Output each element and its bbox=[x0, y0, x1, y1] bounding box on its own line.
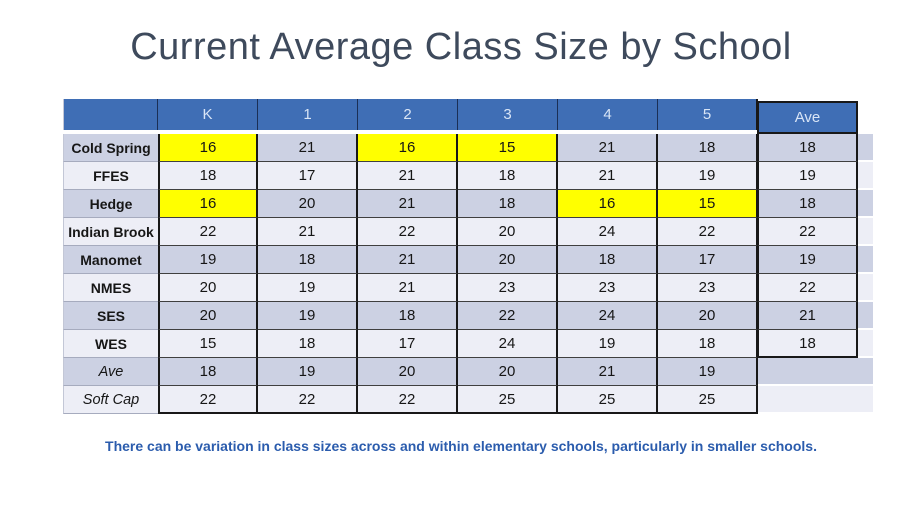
data-cell: 21 bbox=[558, 134, 658, 162]
table-grid: K 1 2 3 4 5 Cold Spring 16 21 16 15 21 18 FFES 18 17 21 1… bbox=[63, 99, 873, 414]
row-label: Indian Brook bbox=[63, 218, 158, 246]
data-cell: 22 bbox=[158, 386, 258, 414]
data-cell: 21 bbox=[358, 246, 458, 274]
data-cell: 22 bbox=[358, 218, 458, 246]
data-cell: 15 bbox=[458, 134, 558, 162]
data-cell: 18 bbox=[358, 302, 458, 330]
ave-base-cell bbox=[758, 358, 873, 386]
data-cell: 18 bbox=[158, 162, 258, 190]
data-cell: 15 bbox=[158, 330, 258, 358]
ave-value-cell: 18 bbox=[757, 134, 858, 162]
ave-value-cell: 18 bbox=[757, 190, 858, 218]
ave-value-cell: 21 bbox=[757, 302, 858, 330]
data-cell: 23 bbox=[658, 274, 758, 302]
data-cell: 18 bbox=[458, 190, 558, 218]
data-cell: 19 bbox=[558, 330, 658, 358]
data-cell: 19 bbox=[658, 162, 758, 190]
data-cell: 21 bbox=[358, 274, 458, 302]
data-cell: 20 bbox=[658, 302, 758, 330]
header-cell-1: 1 bbox=[258, 99, 358, 130]
data-cell: 20 bbox=[458, 358, 558, 386]
data-cell: 18 bbox=[158, 358, 258, 386]
data-cell: 19 bbox=[158, 246, 258, 274]
row-label: Ave bbox=[63, 358, 158, 386]
data-cell: 22 bbox=[658, 218, 758, 246]
row-label: FFES bbox=[63, 162, 158, 190]
row-label: Soft Cap bbox=[63, 386, 158, 414]
data-cell: 22 bbox=[458, 302, 558, 330]
data-cell: 21 bbox=[558, 358, 658, 386]
data-cell: 18 bbox=[658, 330, 758, 358]
row-label: NMES bbox=[63, 274, 158, 302]
data-cell: 25 bbox=[558, 386, 658, 414]
row-label: WES bbox=[63, 330, 158, 358]
row-label: Manomet bbox=[63, 246, 158, 274]
header-cell-K: K bbox=[158, 99, 258, 130]
data-cell: 21 bbox=[358, 190, 458, 218]
data-cell: 20 bbox=[458, 218, 558, 246]
row-label: Cold Spring bbox=[63, 134, 158, 162]
data-cell: 24 bbox=[558, 218, 658, 246]
data-cell: 20 bbox=[158, 302, 258, 330]
ave-base-cell bbox=[758, 386, 873, 414]
data-cell: 18 bbox=[258, 246, 358, 274]
data-cell: 21 bbox=[258, 134, 358, 162]
ave-header-cell: Ave bbox=[757, 101, 858, 134]
data-cell: 17 bbox=[258, 162, 358, 190]
data-cell: 22 bbox=[258, 386, 358, 414]
data-cell: 21 bbox=[258, 218, 358, 246]
data-cell: 25 bbox=[658, 386, 758, 414]
data-cell: 21 bbox=[558, 162, 658, 190]
data-cell: 17 bbox=[658, 246, 758, 274]
data-cell: 16 bbox=[158, 190, 258, 218]
page-title: Current Average Class Size by School bbox=[130, 26, 792, 68]
data-cell: 19 bbox=[258, 358, 358, 386]
row-label: Hedge bbox=[63, 190, 158, 218]
header-cell-3: 3 bbox=[458, 99, 558, 130]
data-cell: 24 bbox=[558, 302, 658, 330]
data-cell: 20 bbox=[158, 274, 258, 302]
data-cell: 16 bbox=[358, 134, 458, 162]
header-gap bbox=[63, 130, 873, 134]
data-cell: 22 bbox=[358, 386, 458, 414]
data-cell: 19 bbox=[258, 274, 358, 302]
data-cell: 20 bbox=[258, 190, 358, 218]
header-cell-blank bbox=[63, 99, 158, 130]
data-cell: 16 bbox=[158, 134, 258, 162]
class-size-table: K 1 2 3 4 5 Cold Spring 16 21 16 15 21 18 FFES 18 17 21 1… bbox=[63, 99, 873, 414]
data-cell: 21 bbox=[358, 162, 458, 190]
row-label: SES bbox=[63, 302, 158, 330]
data-cell: 18 bbox=[558, 246, 658, 274]
header-cell-4: 4 bbox=[558, 99, 658, 130]
data-cell: 20 bbox=[358, 358, 458, 386]
ave-value-cell: 22 bbox=[757, 218, 858, 246]
data-cell: 18 bbox=[258, 330, 358, 358]
caption-text: There can be variation in class sizes ac… bbox=[105, 438, 817, 454]
data-cell: 19 bbox=[258, 302, 358, 330]
data-cell: 17 bbox=[358, 330, 458, 358]
data-cell: 19 bbox=[658, 358, 758, 386]
data-cell: 23 bbox=[458, 274, 558, 302]
data-cell: 16 bbox=[558, 190, 658, 218]
data-cell: 24 bbox=[458, 330, 558, 358]
header-cell-2: 2 bbox=[358, 99, 458, 130]
ave-column-overlay: Ave 18 19 18 22 19 22 21 18 bbox=[757, 101, 858, 358]
data-cell: 22 bbox=[158, 218, 258, 246]
data-cell: 20 bbox=[458, 246, 558, 274]
ave-value-cell: 18 bbox=[757, 330, 858, 358]
ave-value-cell: 22 bbox=[757, 274, 858, 302]
data-cell: 15 bbox=[658, 190, 758, 218]
header-cell-5: 5 bbox=[658, 99, 758, 130]
data-cell: 25 bbox=[458, 386, 558, 414]
data-cell: 23 bbox=[558, 274, 658, 302]
ave-value-cell: 19 bbox=[757, 162, 858, 190]
ave-value-cell: 19 bbox=[757, 246, 858, 274]
data-cell: 18 bbox=[458, 162, 558, 190]
data-cell: 18 bbox=[658, 134, 758, 162]
